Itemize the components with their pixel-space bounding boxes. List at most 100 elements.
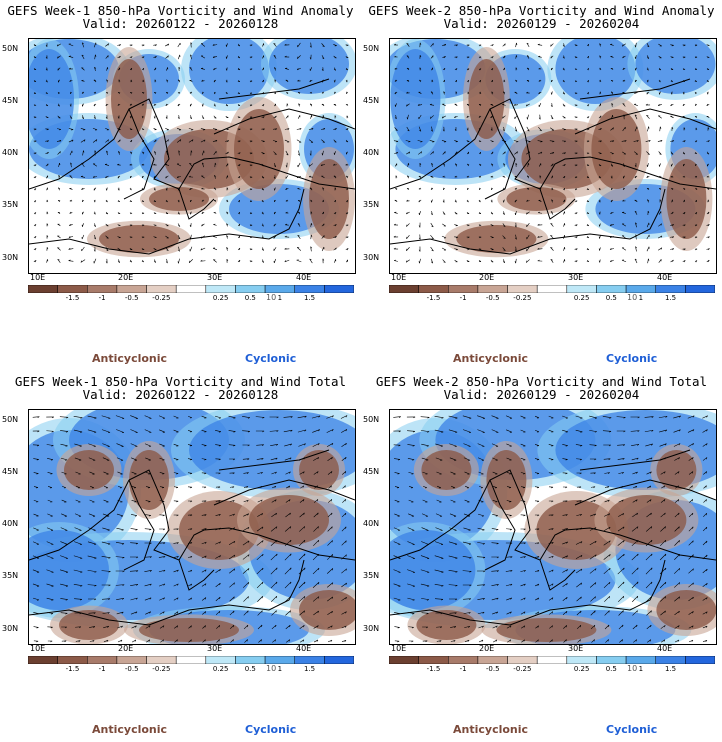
lat-label: 50N (2, 44, 19, 53)
colorbar (389, 656, 715, 664)
colorbar-swatch (507, 656, 538, 664)
vorticity-contour (656, 450, 697, 490)
colorbar-swatch (235, 285, 266, 293)
lon-label: 10E (30, 273, 46, 282)
colorbar-tick-label: -1 (459, 294, 467, 302)
coastline (213, 108, 355, 135)
colorbar-tick-label: 0.5 (244, 294, 256, 302)
colorbar-swatch (146, 285, 177, 293)
wind-vector-field (32, 415, 348, 643)
colorbar-tick-label: -0.5 (485, 294, 500, 302)
vorticity-contour (390, 49, 441, 149)
colorbar-tick-label: -1.5 (426, 294, 441, 302)
colorbar-swatch (389, 285, 419, 293)
colorbar-swatch (477, 656, 508, 664)
cyclonic-legend: Cyclonic (245, 352, 297, 365)
lat-label: 35N (363, 200, 380, 209)
lat-label: 40N (2, 519, 19, 528)
lat-label: 40N (363, 519, 380, 528)
lon-label: 40E (657, 644, 673, 653)
lon-label: 30E (207, 644, 223, 653)
panel-title: GEFS Week-1 850-hPa Vorticity and Wind T… (14, 374, 347, 389)
colorbar-swatch (235, 656, 266, 664)
lon-label: 40E (296, 644, 312, 653)
lat-label: 45N (363, 467, 380, 476)
coastline (213, 479, 355, 506)
colorbar-swatch (146, 656, 177, 664)
lat-label: 30N (2, 624, 19, 633)
lat-label: 45N (2, 467, 19, 476)
vorticity-contour (189, 39, 269, 104)
colorbar-swatch (596, 285, 627, 293)
colorbar-unit: 10 (627, 664, 638, 673)
coastline (29, 98, 355, 190)
colorbar-tick-label: -1 (98, 665, 106, 673)
colorbar-swatch (625, 285, 656, 293)
colorbar-tick-label: -1 (98, 294, 106, 302)
vorticity-contour (606, 495, 687, 545)
lon-label: 20E (118, 644, 134, 653)
lon-label: 30E (207, 273, 223, 282)
lon-label: 10E (391, 644, 407, 653)
lat-label: 50N (363, 44, 380, 53)
colorbar-swatch (294, 656, 325, 664)
lat-label: 50N (2, 415, 19, 424)
vorticity-contour (506, 187, 567, 211)
colorbar-tick-label: 1 (277, 665, 283, 673)
lon-label: 20E (479, 644, 495, 653)
vorticity-contour (555, 39, 636, 104)
colorbar-swatch (324, 285, 354, 293)
lon-label: 20E (479, 273, 495, 282)
lat-label: 40N (363, 148, 380, 157)
wind-vector-field (393, 415, 708, 643)
map-panel: GEFS Week-1 850-hPa Vorticity and Wind T… (0, 371, 361, 742)
colorbar-tick-label: 1.5 (664, 665, 677, 673)
coastline (29, 469, 355, 561)
colorbar-tick-label: -0.25 (152, 294, 171, 302)
colorbar-swatch (448, 285, 479, 293)
anticyclonic-legend: Anticyclonic (92, 352, 168, 365)
vorticity-contour (468, 59, 505, 139)
colorbar (389, 285, 715, 293)
vorticity-contour (656, 590, 716, 630)
colorbar-tick-label: 1.5 (303, 665, 316, 673)
lon-label: 40E (296, 273, 312, 282)
coastline (484, 479, 516, 571)
vorticity-contour (29, 530, 109, 610)
colorbar-swatch (87, 285, 118, 293)
coastline (390, 559, 666, 626)
colorbar-swatch (685, 285, 715, 293)
coastline (218, 449, 330, 471)
colorbar-swatch (566, 285, 597, 293)
panel-title: GEFS Week-1 850-hPa Vorticity and Wind A… (7, 3, 354, 18)
colorbar-swatch (264, 285, 295, 293)
colorbar-tick-label: 0.25 (212, 665, 229, 673)
colorbar-tick-label: -0.25 (513, 294, 532, 302)
vorticity-contour (456, 225, 537, 253)
lat-label: 50N (363, 415, 380, 424)
coastline (574, 479, 716, 506)
vorticity-contour (309, 159, 349, 239)
cyclonic-legend: Cyclonic (606, 352, 658, 365)
colorbar-swatch (507, 285, 538, 293)
colorbar-tick-label: 1 (638, 294, 644, 302)
map-panel: GEFS Week-1 850-hPa Vorticity and Wind A… (0, 0, 361, 371)
colorbar-swatch (685, 656, 715, 664)
colorbar-swatch (264, 656, 295, 664)
lon-label: 10E (391, 273, 407, 282)
coastline (390, 469, 716, 561)
cyclonic-legend: Cyclonic (606, 723, 658, 736)
lat-label: 35N (363, 571, 380, 580)
colorbar-tick-label: 0.25 (212, 294, 229, 302)
vorticity-contour (249, 495, 329, 545)
vorticity-contour (234, 109, 284, 189)
lon-label: 30E (568, 273, 584, 282)
coastline (484, 108, 516, 200)
coastline (178, 188, 215, 220)
vorticity-contour (64, 450, 114, 490)
colorbar-swatch (324, 656, 354, 664)
colorbar-tick-label: 1.5 (664, 294, 677, 302)
lon-label: 30E (568, 644, 584, 653)
colorbar-swatch (536, 656, 568, 664)
colorbar-swatch (87, 656, 118, 664)
